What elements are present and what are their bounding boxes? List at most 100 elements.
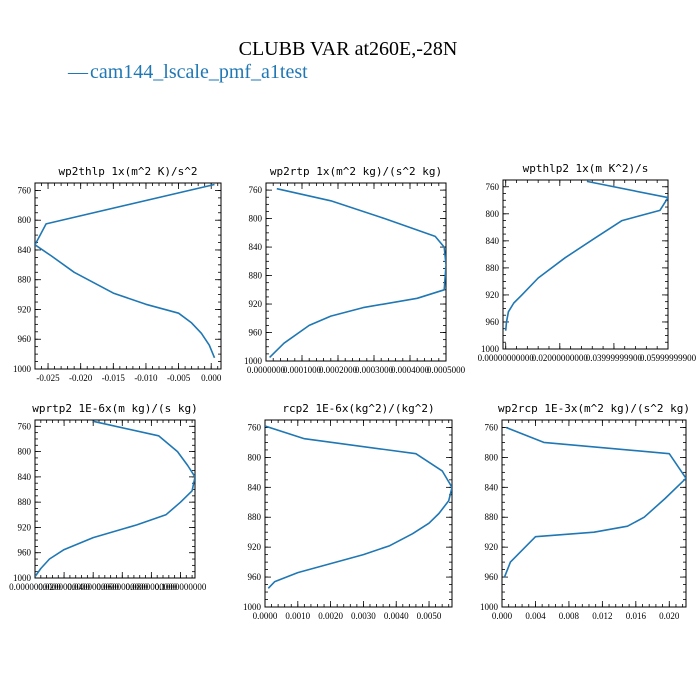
plot-frame <box>501 419 687 608</box>
x-tick-label: -0.005 <box>167 373 191 383</box>
y-tick-label: 920 <box>486 290 500 300</box>
y-tick-label: 760 <box>486 182 500 192</box>
x-tick-label: 0.012 <box>592 611 612 621</box>
x-tick-label: 0.05999999900 <box>640 353 697 363</box>
panels: wp2thlp 1x(m^2 K)/s^2 760 800 840 880 920 960 1… <box>9 162 697 621</box>
y-tick-label: 840 <box>18 245 32 255</box>
y-tick-label: 880 <box>18 275 32 285</box>
panel-title: wpthlp2 1x(m K^2)/s <box>523 162 649 175</box>
y-tick-label: 800 <box>485 452 499 462</box>
x-tick-label: 0.000 <box>492 611 513 621</box>
x-tick-label: 0.00000000000 <box>478 353 535 363</box>
series-line <box>503 426 686 578</box>
x-tick-label: 0.0600000000 <box>96 582 148 592</box>
y-tick-label: 1000 <box>243 602 262 612</box>
x-tick-label: 0.0200000000 <box>38 582 90 592</box>
y-tick-label: 760 <box>18 421 32 431</box>
x-tick-label: 0.0000000000 <box>9 582 61 592</box>
x-tick-label: 0.000 <box>201 373 222 383</box>
y-tick-label: 920 <box>248 542 262 552</box>
legend-marker: — <box>67 61 89 83</box>
y-tick-label: 760 <box>485 422 499 432</box>
x-tick-label: 0.0005000 <box>427 365 466 375</box>
y-tick-label: 840 <box>485 482 499 492</box>
legend: — cam144_lscale_pmf_a1test <box>67 61 308 83</box>
panel-title: wp2thlp 1x(m^2 K)/s^2 <box>58 165 197 178</box>
y-tick-label: 760 <box>248 422 262 432</box>
plot-frame <box>34 419 196 579</box>
x-tick-label: 0.0001000 <box>283 365 322 375</box>
x-tick-label: 0.0050 <box>417 611 442 621</box>
panel-6: wp2rcp 1E-3x(m^2 kg)/(s^2 kg) 760 800 840 88… <box>480 402 690 621</box>
y-tick-label: 880 <box>18 497 32 507</box>
x-tick-label: 0.1000000000 <box>155 582 207 592</box>
y-tick-label: 840 <box>248 482 262 492</box>
y-tick-label: 760 <box>249 185 263 195</box>
panel-title: wp2rcp 1E-3x(m^2 kg)/(s^2 kg) <box>498 402 690 415</box>
series-line <box>265 425 452 589</box>
y-tick-label: 960 <box>486 317 500 327</box>
x-tick-label: 0.0000000 <box>247 365 286 375</box>
x-tick-label: 0.0003000 <box>355 365 394 375</box>
y-tick-label: 840 <box>249 242 263 252</box>
x-tick-label: 0.0020 <box>318 611 343 621</box>
y-tick-label: 880 <box>248 512 262 522</box>
x-tick-label: -0.010 <box>134 373 158 383</box>
x-tick-label: 0.0004000 <box>391 365 430 375</box>
plot-frame <box>264 419 453 608</box>
x-tick-label: 0.0010 <box>285 611 310 621</box>
x-tick-label: 0.020 <box>659 611 680 621</box>
x-tick-label: 0.02000000000 <box>532 353 589 363</box>
y-tick-label: 1000 <box>481 344 500 354</box>
panel-title: wprtp2 1E-6x(m kg)/(s kg) <box>32 402 198 415</box>
y-tick-label: 960 <box>18 548 32 558</box>
x-tick-label: 0.0002000 <box>319 365 358 375</box>
y-tick-label: 1000 <box>13 573 32 583</box>
y-tick-label: 1000 <box>480 602 499 612</box>
plot-frame <box>34 182 222 370</box>
y-tick-label: 880 <box>485 512 499 522</box>
y-tick-label: 1000 <box>244 356 263 366</box>
y-tick-label: 960 <box>248 572 262 582</box>
x-tick-label: 0.0030 <box>351 611 376 621</box>
x-tick-label: 0.0800000000 <box>125 582 177 592</box>
legend-label: cam144_lscale_pmf_a1test <box>90 61 308 83</box>
x-tick-label: -0.015 <box>102 373 126 383</box>
series-line <box>504 180 668 331</box>
panel-title: wp2rtp 1x(m^2 kg)/(s^2 kg) <box>270 165 442 178</box>
x-tick-label: -0.020 <box>69 373 93 383</box>
y-tick-label: 1000 <box>13 364 32 374</box>
y-tick-label: 800 <box>249 214 263 224</box>
panel-1: wp2thlp 1x(m^2 K)/s^2 760 800 840 880 920 960 1… <box>13 165 222 383</box>
y-tick-label: 800 <box>486 209 500 219</box>
y-tick-label: 880 <box>486 263 500 273</box>
series-line <box>269 187 446 358</box>
y-tick-label: 760 <box>18 185 32 195</box>
y-tick-label: 960 <box>485 572 499 582</box>
y-tick-label: 920 <box>485 542 499 552</box>
y-tick-label: 920 <box>249 299 263 309</box>
x-tick-label: 0.0400000000 <box>67 582 119 592</box>
x-tick-label: 0.004 <box>525 611 546 621</box>
y-tick-label: 840 <box>486 236 500 246</box>
y-tick-label: 920 <box>18 522 32 532</box>
x-tick-label: 0.0000 <box>253 611 278 621</box>
x-tick-label: 0.008 <box>559 611 580 621</box>
x-tick-label: 0.0040 <box>384 611 409 621</box>
panel-4: wprtp2 1E-6x(m kg)/(s kg)760 800 840 880 920… <box>9 402 207 592</box>
x-tick-label: -0.025 <box>36 373 60 383</box>
series-line <box>35 183 216 359</box>
x-tick-label: 0.016 <box>626 611 647 621</box>
x-tick-label: 0.03999999900 <box>586 353 643 363</box>
y-tick-label: 880 <box>249 271 263 281</box>
y-tick-label: 840 <box>18 472 32 482</box>
y-tick-label: 960 <box>249 328 263 338</box>
y-tick-label: 920 <box>18 304 32 314</box>
y-tick-label: 960 <box>18 334 32 344</box>
y-tick-label: 800 <box>18 215 32 225</box>
plot-frame <box>502 179 669 350</box>
y-tick-label: 800 <box>18 447 32 457</box>
panel-5: rcp2 1E-6x(kg^2)/(kg^2) 760 800 840 880 920 96… <box>243 402 453 621</box>
figure-title: CLUBB VAR at260E,-28N <box>239 38 458 60</box>
